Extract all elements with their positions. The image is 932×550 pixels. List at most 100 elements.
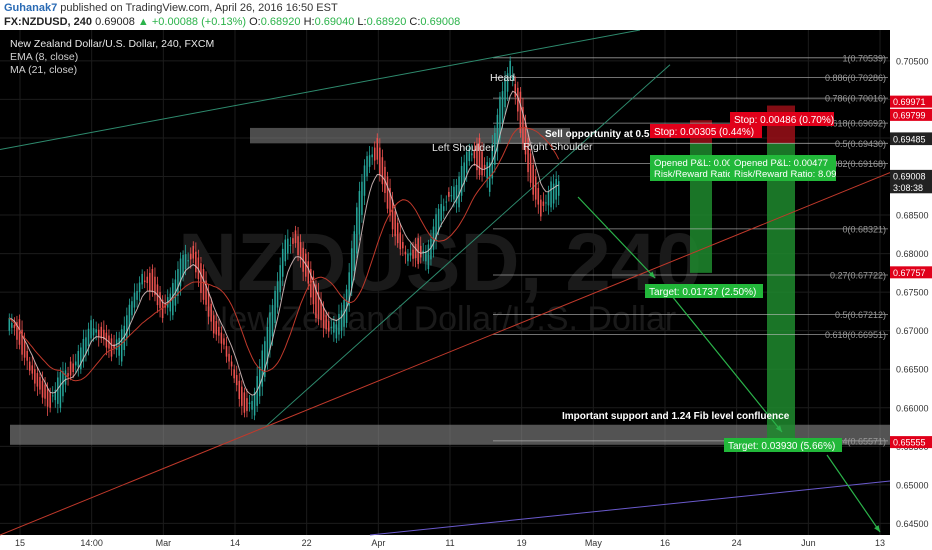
projection-arrow-1 bbox=[577, 196, 656, 279]
ma-line bbox=[8, 127, 560, 382]
candle-body bbox=[69, 361, 72, 376]
price-tag-bg bbox=[890, 436, 932, 449]
candle-body bbox=[36, 373, 39, 387]
watermark-name: New Zealand Dollar/U.S. Dollar bbox=[204, 300, 676, 338]
stop-label-1: Stop: 0.00305 (0.44%) bbox=[654, 127, 754, 138]
price-tag-text: 0.69799 bbox=[893, 110, 926, 120]
candle-body bbox=[159, 292, 161, 309]
change-value: ▲ +0.00088 (+0.13%) bbox=[137, 16, 247, 28]
candle-body bbox=[399, 232, 402, 250]
candle-body bbox=[391, 199, 394, 230]
candle-body bbox=[51, 395, 54, 397]
candle-body bbox=[440, 204, 442, 221]
candle-body bbox=[299, 242, 302, 260]
candle-body bbox=[287, 238, 289, 254]
candle-body bbox=[26, 350, 28, 361]
chart-svg[interactable]: NZDUSD, 240 New Zealand Dollar/U.S. Doll… bbox=[0, 29, 932, 550]
price-tag-bg bbox=[890, 266, 932, 279]
candle-body bbox=[509, 60, 511, 77]
x-tick-label: 15 bbox=[15, 538, 25, 548]
candle-body bbox=[218, 326, 220, 336]
candle-body bbox=[442, 206, 445, 212]
candle-body bbox=[555, 178, 557, 200]
y-tick-label: 0.70500 bbox=[896, 56, 929, 66]
candle-body bbox=[189, 253, 192, 260]
candle-body bbox=[455, 185, 458, 204]
fib-label: 0.618(0.69692) bbox=[825, 119, 886, 129]
candle-body bbox=[95, 329, 97, 333]
candle-body bbox=[361, 181, 363, 216]
candle-body bbox=[143, 280, 146, 282]
legend-ma[interactable]: MA (21, close) bbox=[10, 64, 77, 76]
price-tag-text: 0.65555 bbox=[893, 438, 926, 448]
candle-body bbox=[258, 366, 261, 397]
candle-body bbox=[39, 376, 41, 390]
candle-body bbox=[430, 239, 432, 260]
candle-body bbox=[154, 276, 156, 296]
candle-body bbox=[67, 373, 69, 377]
candle-body bbox=[118, 337, 120, 356]
candle-body bbox=[412, 249, 414, 259]
candle-body bbox=[517, 87, 519, 112]
candle-body bbox=[353, 231, 356, 271]
target-label-2: Target: 0.03930 (5.66%) bbox=[728, 441, 835, 452]
candle-body bbox=[77, 351, 80, 368]
x-tick-label: Mar bbox=[156, 538, 172, 548]
overlays bbox=[577, 196, 881, 533]
candle-body bbox=[312, 276, 315, 305]
candle-body bbox=[131, 301, 133, 316]
candle-body bbox=[276, 281, 279, 308]
candle-body bbox=[366, 156, 368, 177]
candle-body bbox=[8, 318, 11, 331]
pl-label-2-bg bbox=[730, 155, 836, 181]
candle-body bbox=[419, 245, 422, 258]
candle-body bbox=[149, 272, 151, 292]
candle-body bbox=[448, 191, 450, 197]
candle-body bbox=[496, 114, 499, 152]
y-tick-label: 0.64500 bbox=[896, 519, 929, 529]
candle-body bbox=[350, 248, 353, 289]
author-link[interactable]: Guhanak7 bbox=[4, 2, 58, 14]
candle-body bbox=[141, 273, 143, 285]
candle-body bbox=[210, 303, 212, 322]
candle-body bbox=[120, 329, 123, 362]
candle-body bbox=[340, 310, 343, 331]
candle-body bbox=[289, 244, 292, 246]
candle-body bbox=[524, 122, 527, 155]
candle-body bbox=[161, 299, 164, 319]
high-label: H: bbox=[303, 16, 315, 28]
candle-body bbox=[251, 400, 253, 410]
candle-body bbox=[243, 392, 246, 413]
pl-label-1a: Opened P&L: 0.00 bbox=[654, 158, 732, 169]
candle-body bbox=[506, 73, 509, 92]
y-tick-label: 0.67000 bbox=[896, 326, 929, 336]
candle-body bbox=[402, 242, 404, 249]
candle-body bbox=[23, 340, 26, 358]
open-label: O: bbox=[249, 16, 261, 28]
candle-body bbox=[486, 162, 488, 179]
candle-body bbox=[450, 195, 453, 197]
candle-body bbox=[110, 338, 113, 357]
candle-body bbox=[13, 324, 16, 328]
legend-ema[interactable]: EMA (8, close) bbox=[10, 51, 78, 63]
candle-body bbox=[407, 253, 409, 262]
candle-body bbox=[529, 153, 532, 183]
price-tag-text: 3:08:38 bbox=[893, 183, 923, 193]
pl-label-1-bg bbox=[650, 155, 734, 181]
candle-body bbox=[133, 292, 136, 308]
fib-label: 0.382(0.69168) bbox=[825, 159, 886, 169]
stop-label-2: Stop: 0.00486 (0.70%) bbox=[734, 115, 834, 126]
x-axis-labels: 15 14:00 Mar 14 22 Apr 11 19 May 16 24 Jun 13 bbox=[15, 538, 885, 548]
y-tick-label: 0.67500 bbox=[896, 288, 929, 298]
candle-body bbox=[381, 157, 384, 185]
candle-body bbox=[315, 284, 317, 319]
chart-area[interactable]: NZDUSD, 240 New Zealand Dollar/U.S. Doll… bbox=[0, 29, 932, 550]
price-tag-bg bbox=[890, 133, 932, 146]
candle-body bbox=[292, 238, 294, 244]
candle-body bbox=[297, 236, 299, 255]
watermark: NZDUSD, 240 New Zealand Dollar/U.S. Doll… bbox=[178, 217, 702, 338]
candle-body bbox=[550, 181, 552, 208]
candle-body bbox=[527, 137, 529, 173]
fib-label: 0.786(0.70016) bbox=[825, 94, 886, 104]
candle-body bbox=[195, 251, 197, 273]
